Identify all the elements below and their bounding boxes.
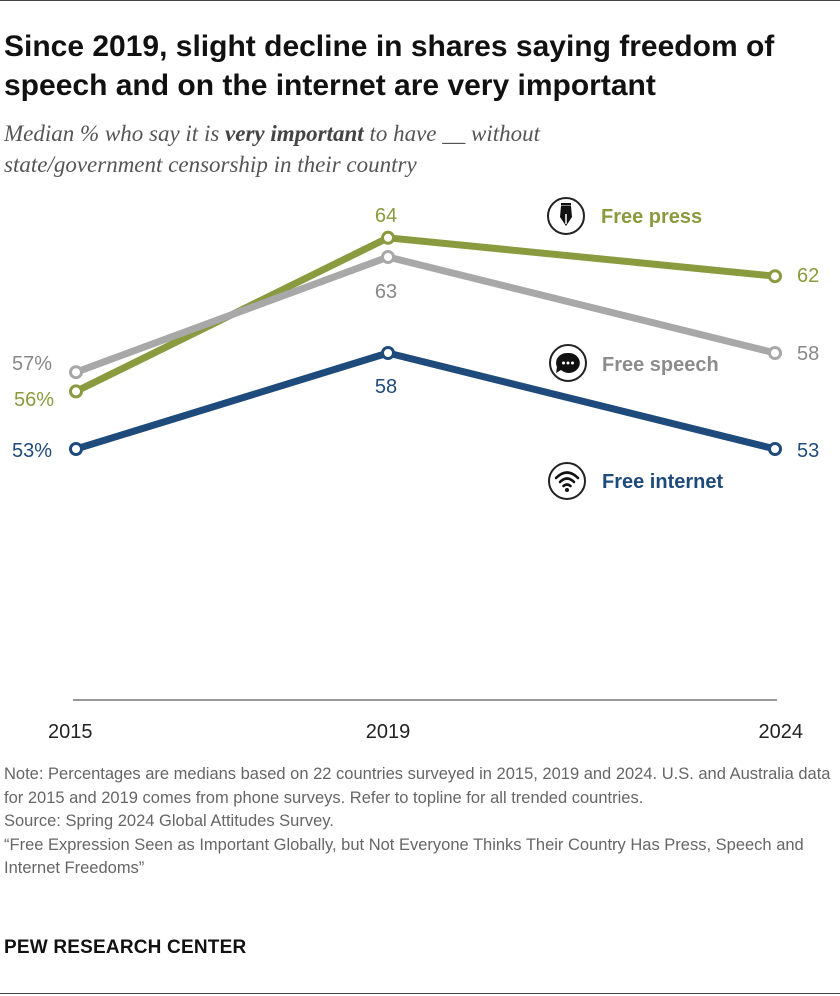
data-point-free-speech-2019 xyxy=(381,250,395,264)
subtitle-post: to have __ without state/government cens… xyxy=(4,121,541,177)
legend-label-free-speech: Free speech xyxy=(602,354,719,376)
data-point-free-press-2015 xyxy=(69,384,83,399)
data-label-free-speech-2019: 63 xyxy=(375,281,397,303)
legend-label-free-press: Free press xyxy=(601,206,702,228)
legend-label-free-internet: Free internet xyxy=(602,471,723,493)
pen-nib-icon xyxy=(547,197,585,235)
report-title: “Free Expression Seen as Important Globa… xyxy=(4,835,804,878)
pew-logo-text: PEW RESEARCH CENTER xyxy=(4,937,247,958)
subtitle-bold: very important xyxy=(225,121,364,146)
x-tick-label-2019: 2019 xyxy=(366,721,411,743)
x-tick-label-2024: 2024 xyxy=(759,721,804,743)
notes: Note: Percentages are medians based on 2… xyxy=(4,763,834,881)
data-label-free-internet-2019: 58 xyxy=(375,376,397,398)
series-free-press xyxy=(69,230,782,399)
data-label-free-press-2019: 64 xyxy=(375,205,397,227)
line-chart: 2015 2019 2024 56% 64 62 Free press 57% 63 58 Free… xyxy=(12,197,819,743)
data-label-free-speech-2015: 57% xyxy=(12,353,52,375)
wifi-icon xyxy=(548,462,586,500)
bottom-rule xyxy=(0,993,840,994)
data-label-free-speech-2024: 58 xyxy=(797,343,819,365)
data-point-free-press-2019 xyxy=(381,230,395,245)
speech-bubble-icon xyxy=(549,344,587,382)
note-text: Note: Percentages are medians based on 2… xyxy=(4,765,831,807)
top-rule xyxy=(0,0,840,1)
data-point-free-internet-2019 xyxy=(381,346,395,360)
series-free-internet xyxy=(69,346,782,456)
data-point-free-speech-2015 xyxy=(69,365,83,380)
data-label-free-press-2024: 62 xyxy=(797,265,819,287)
x-tick-label-2015: 2015 xyxy=(48,721,93,743)
data-point-free-internet-2024 xyxy=(768,442,782,456)
data-label-free-internet-2024: 53 xyxy=(797,440,819,462)
data-point-free-speech-2024 xyxy=(768,346,782,360)
subtitle-pre: Median % who say it is xyxy=(4,121,226,146)
series-free-speech xyxy=(69,250,782,380)
chart-subtitle: Median % who say it is very important to… xyxy=(4,118,704,180)
chart-title: Since 2019, slight decline in shares say… xyxy=(4,30,775,102)
data-label-free-press-2015: 56% xyxy=(14,389,54,411)
data-point-free-press-2024 xyxy=(768,269,782,284)
source-text: Source: Spring 2024 Global Attitudes Sur… xyxy=(4,812,334,830)
data-label-free-internet-2015: 53% xyxy=(12,440,52,462)
data-point-free-internet-2015 xyxy=(69,442,83,456)
